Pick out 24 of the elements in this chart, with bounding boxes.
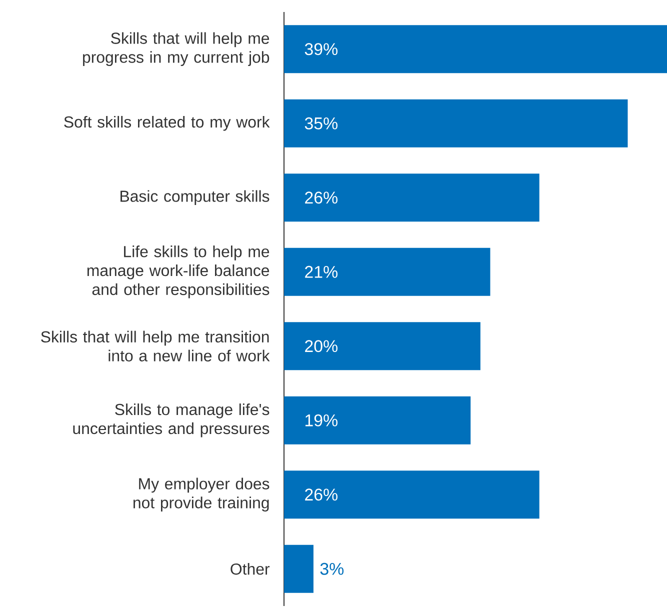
bar	[284, 470, 540, 519]
y-tick-label: Skills that will help me progress in my current job	[83, 32, 270, 66]
bar	[284, 544, 314, 593]
y-tick-label: Skills that will help me transition into a new line of work	[41, 330, 270, 362]
bar	[284, 248, 490, 296]
data-label: 21%	[305, 266, 338, 278]
bar	[284, 322, 480, 370]
bar	[284, 174, 540, 222]
y-tick-label: Basic computer skills	[120, 190, 270, 206]
y-tick-label: Skills to manage life's uncertainties and pressures	[73, 403, 270, 438]
bar	[284, 396, 471, 444]
data-label: 19%	[306, 414, 338, 426]
y-tick-label: Other	[230, 563, 270, 575]
data-label: 3%	[320, 562, 344, 575]
bar	[284, 25, 667, 74]
data-label: 26%	[305, 488, 338, 501]
data-label: 26%	[305, 192, 338, 204]
data-label: 39%	[304, 43, 338, 56]
y-tick-label: My employer does not provide training	[134, 478, 270, 512]
data-label: 20%	[305, 340, 338, 352]
y-tick-label: Life skills to help me manage work-life balance and other responsibilities	[87, 246, 270, 298]
y-tick-label: Soft skills related to my work	[64, 116, 270, 131]
data-label: 35%	[304, 117, 338, 130]
bar	[284, 99, 628, 148]
